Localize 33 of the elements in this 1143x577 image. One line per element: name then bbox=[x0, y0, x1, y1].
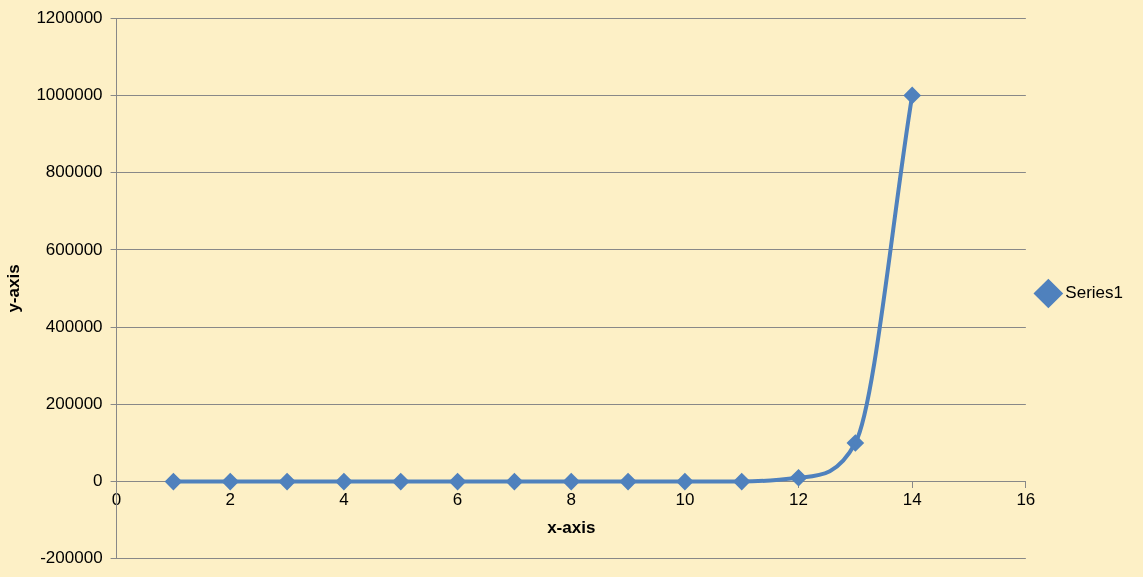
y-tick-label: 1000000 bbox=[36, 85, 103, 105]
x-tick-label: 10 bbox=[675, 490, 695, 510]
x-tick-label: 6 bbox=[452, 490, 463, 510]
point bbox=[733, 473, 750, 490]
point bbox=[165, 473, 182, 490]
y-tick-label: 800000 bbox=[45, 162, 103, 182]
point bbox=[620, 473, 637, 490]
point bbox=[506, 473, 523, 490]
x-tick-label: 14 bbox=[902, 490, 922, 510]
point bbox=[563, 473, 580, 490]
x-tick-label: 16 bbox=[1016, 490, 1036, 510]
y-tick-label: 0 bbox=[93, 471, 103, 491]
point bbox=[279, 473, 296, 490]
x-tick-label: 8 bbox=[566, 490, 576, 510]
y-tick-label: 600000 bbox=[45, 239, 103, 259]
y-tick-label: 400000 bbox=[45, 316, 103, 336]
y-tick-label: 200000 bbox=[45, 394, 103, 414]
point bbox=[335, 473, 352, 490]
x-tick-label: 12 bbox=[789, 490, 808, 510]
y-axis-title: y-axis bbox=[3, 264, 23, 313]
point bbox=[847, 434, 864, 451]
x-tick-label: 4 bbox=[339, 490, 349, 510]
y-tick-label: -200000 bbox=[40, 548, 103, 568]
x-axis-title: x-axis bbox=[547, 517, 596, 537]
point bbox=[904, 87, 921, 104]
x-tick-label: 2 bbox=[225, 490, 235, 510]
point bbox=[222, 473, 239, 490]
y-tick-label: 1200000 bbox=[36, 7, 103, 27]
point bbox=[392, 473, 409, 490]
point bbox=[449, 473, 466, 490]
legend-label: Series1 bbox=[1065, 283, 1123, 303]
point bbox=[790, 469, 807, 486]
point bbox=[676, 473, 693, 490]
